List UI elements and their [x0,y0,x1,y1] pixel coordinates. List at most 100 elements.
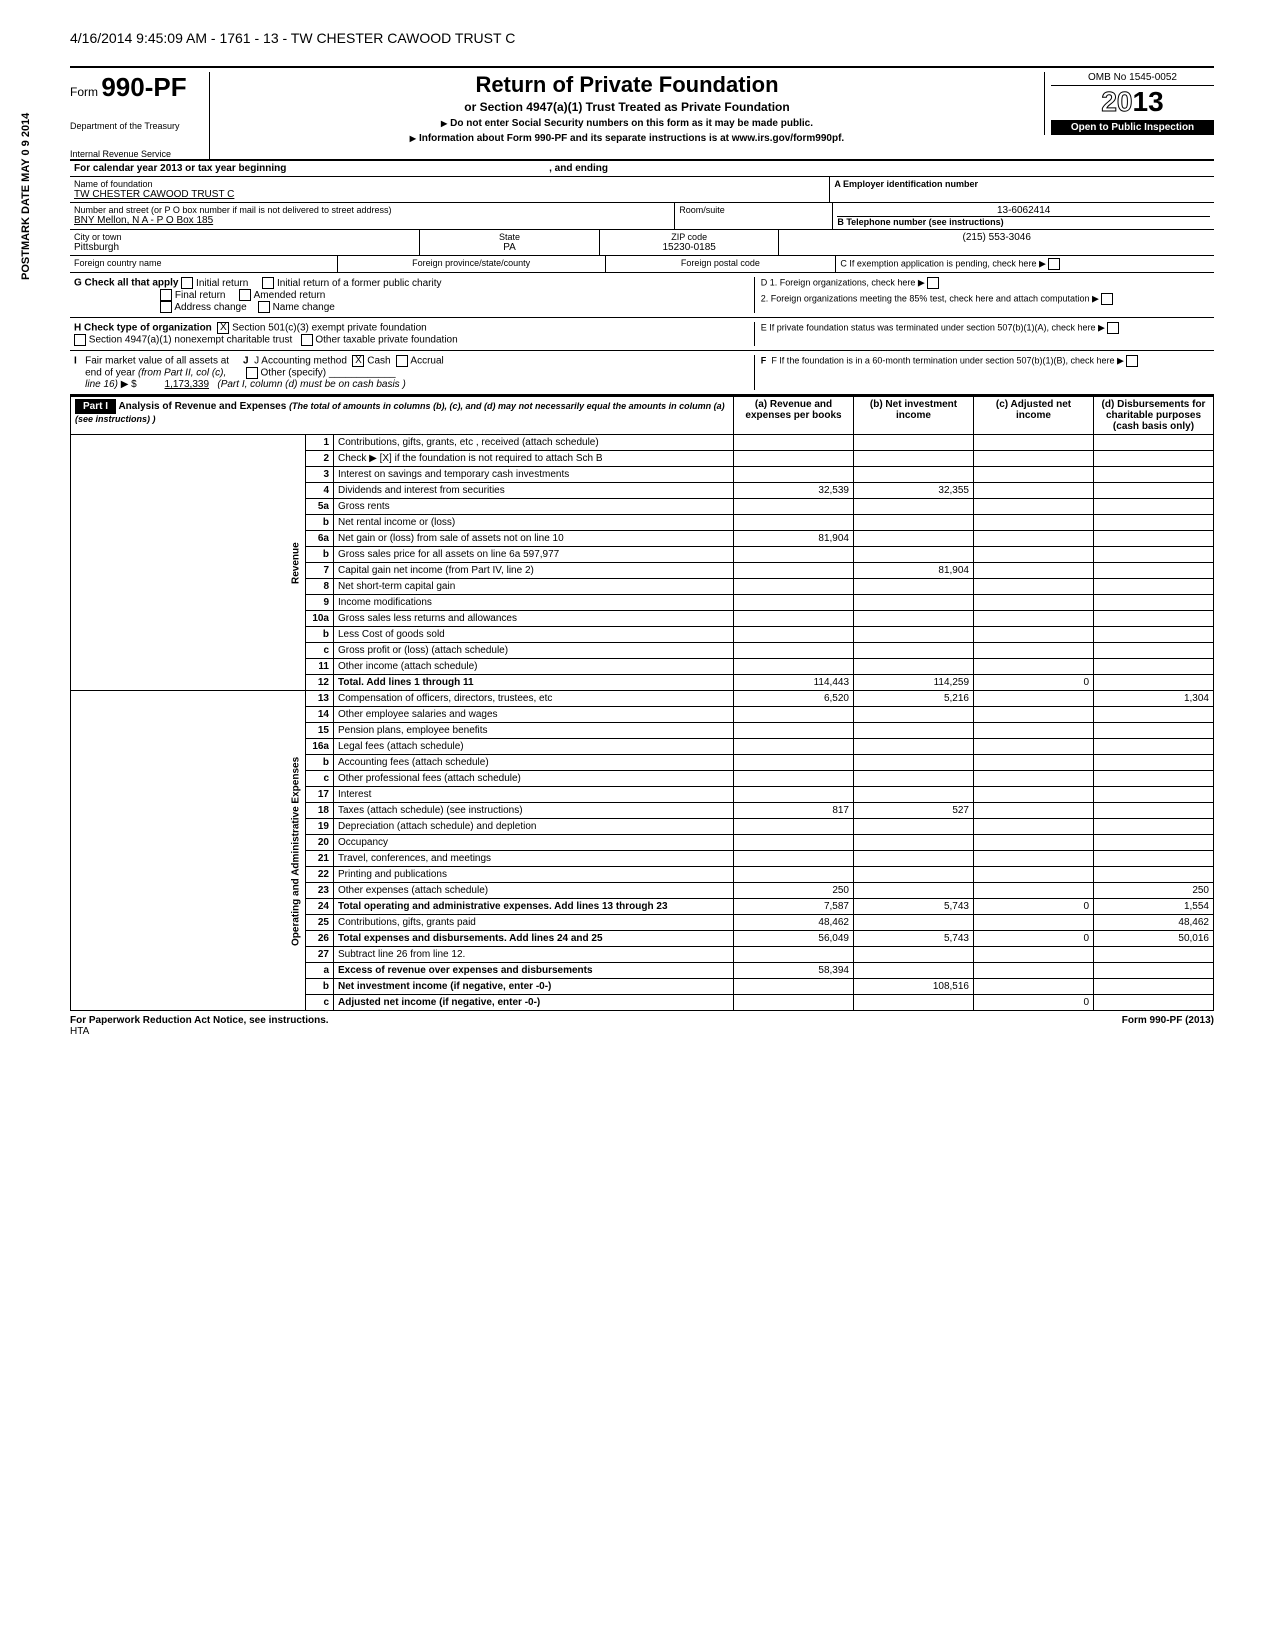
amt-cell [1094,483,1214,499]
amt-cell [854,787,974,803]
amt-cell [1094,499,1214,515]
amt-cell: 5,216 [854,691,974,707]
amt-cell: 48,462 [734,915,854,931]
amt-cell [1094,579,1214,595]
amt-cell: 58,394 [734,963,854,979]
amt-cell [734,499,854,515]
foreign-postal: Foreign postal code [606,256,837,272]
amt-cell [974,435,1094,451]
row-number: 19 [306,819,334,835]
cb-initial[interactable] [181,277,193,289]
amt-cell [1094,867,1214,883]
j-label: J Accounting method [254,356,347,367]
row-number: 6a [306,531,334,547]
amt-cell [854,867,974,883]
amt-cell: 32,355 [854,483,974,499]
state: PA [424,242,595,253]
right-box: OMB No 1545-0052 2013 Open to Public Ins… [1044,72,1214,135]
amt-cell [1094,771,1214,787]
j-other-cb[interactable] [246,367,258,379]
f-checkbox[interactable] [1126,355,1138,367]
amt-cell [974,563,1094,579]
h-4947[interactable] [74,334,86,346]
amt-cell [854,947,974,963]
foundation-name: TW CHESTER CAWOOD TRUST C [74,189,825,200]
amt-cell [854,531,974,547]
h-label: H Check type of organization [74,323,212,334]
year-prefix: 20 [1101,86,1132,117]
row-number: 10a [306,611,334,627]
amt-cell [1094,835,1214,851]
note-info: Information about Form 990-PF and its se… [220,133,1034,144]
col-d-header: (d) Disbursements for charitable purpose… [1094,397,1214,435]
cb-final[interactable] [160,289,172,301]
col-c-header: (c) Adjusted net income [974,397,1094,435]
section-i-j-f: I Fair market value of all assets at J J… [70,351,1214,396]
amt-cell [734,835,854,851]
j-cash[interactable]: X [352,355,364,367]
amt-cell [854,643,974,659]
row-desc: Subtract line 26 from line 12. [334,947,734,963]
row-number: 8 [306,579,334,595]
form-number: 990-PF [101,72,186,102]
zip: 15230-0185 [604,242,775,253]
room-label: Room/suite [679,205,828,215]
d1-checkbox[interactable] [927,277,939,289]
cb-namechange[interactable] [258,301,270,313]
amt-cell [734,659,854,675]
row-desc: Printing and publications [334,867,734,883]
j-accrual[interactable] [396,355,408,367]
d2-checkbox[interactable] [1101,293,1113,305]
amt-cell: 114,259 [854,675,974,691]
foreign-province: Foreign province/state/county [338,256,606,272]
amt-cell [854,995,974,1011]
row-desc: Dividends and interest from securities [334,483,734,499]
row-number: 15 [306,723,334,739]
row-number: 17 [306,787,334,803]
c-checkbox[interactable] [1048,258,1060,270]
cb-amended[interactable] [239,289,251,301]
row-desc: Net gain or (loss) from sale of assets n… [334,531,734,547]
row-number: 2 [306,451,334,467]
row-desc: Travel, conferences, and meetings [334,851,734,867]
row-number: 23 [306,883,334,899]
cb-initial-former[interactable] [262,277,274,289]
phone-value: (215) 553-3046 [783,232,1210,243]
amt-cell: 108,516 [854,979,974,995]
h-501c3[interactable]: X [217,322,229,334]
amt-cell [974,531,1094,547]
amt-cell [974,947,1094,963]
revenue-vlabel: Revenue [71,435,306,691]
amt-cell [854,963,974,979]
amt-cell [974,835,1094,851]
amt-cell [974,963,1094,979]
amt-cell [854,515,974,531]
amt-cell [1094,515,1214,531]
addr-label: Number and street (or P O box number if … [74,205,670,215]
row-desc: Less Cost of goods sold [334,627,734,643]
row-desc: Check ▶ [X] if the foundation is not req… [334,451,734,467]
table-row: Operating and Administrative Expenses13C… [71,691,1214,707]
row-desc: Pension plans, employee benefits [334,723,734,739]
e-checkbox[interactable] [1107,322,1119,334]
row-desc: Net investment income (if negative, ente… [334,979,734,995]
cb-addrchange[interactable] [160,301,172,313]
amt-cell [1094,611,1214,627]
form-subtitle: or Section 4947(a)(1) Trust Treated as P… [220,100,1034,114]
amt-cell [854,659,974,675]
amt-cell [974,771,1094,787]
row-number: c [306,771,334,787]
row-number: 13 [306,691,334,707]
part1-title: Analysis of Revenue and Expenses [118,401,286,412]
amt-cell [974,611,1094,627]
amt-cell [974,659,1094,675]
f-termination: F If the foundation is in a 60-month ter… [771,355,1114,365]
amt-cell [1094,467,1214,483]
h-other[interactable] [301,334,313,346]
amt-cell [974,467,1094,483]
amt-cell: 0 [974,675,1094,691]
footer-hta: HTA [70,1026,89,1037]
amt-cell [734,595,854,611]
amt-cell [734,947,854,963]
row-number: 5a [306,499,334,515]
